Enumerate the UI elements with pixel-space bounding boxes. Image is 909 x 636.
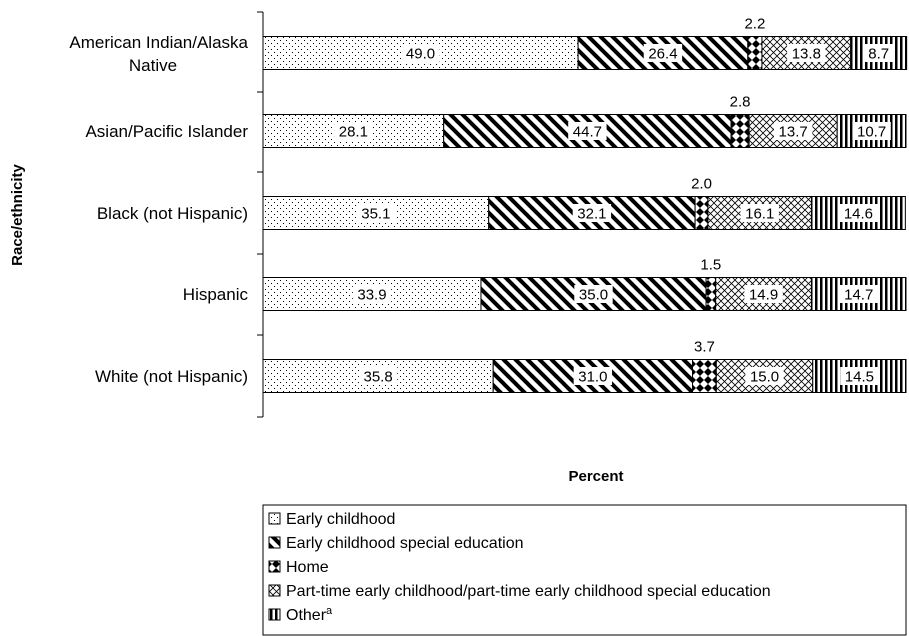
data-label: 3.7 — [694, 339, 715, 356]
category-label: White (not Hispanic) — [95, 367, 248, 386]
data-label: 14.9 — [749, 287, 778, 304]
data-label-bg — [787, 44, 826, 62]
data-label-bg — [352, 285, 392, 303]
data-label: 8.7 — [868, 46, 889, 63]
data-label-bg — [334, 122, 373, 140]
legend-label: Home — [286, 559, 329, 576]
legend: Early childhood Early childhood special e… — [262, 504, 907, 636]
data-label-bg — [568, 122, 607, 140]
data-label: 16.1 — [745, 206, 774, 223]
data-label-bg — [401, 44, 440, 62]
data-label: 10.7 — [857, 124, 886, 141]
data-label-bg — [643, 44, 683, 62]
data-label-bg — [573, 367, 613, 385]
data-label-bg — [840, 367, 879, 385]
data-label-bg — [574, 285, 613, 303]
data-label: 2.0 — [691, 176, 712, 193]
legend-label: Early childhood special education — [286, 535, 523, 552]
data-label: 35.8 — [363, 369, 392, 386]
data-label-bg — [572, 204, 612, 222]
bar-segment — [730, 114, 750, 148]
data-label-bg — [839, 285, 878, 303]
legend-box — [262, 504, 907, 636]
data-label: 35.1 — [361, 206, 390, 223]
category-label: Hispanic — [183, 285, 249, 304]
data-label: 35.0 — [579, 287, 608, 304]
legend-swatch — [268, 560, 281, 573]
data-label: 49.0 — [406, 46, 435, 63]
data-label: 33.9 — [357, 287, 386, 304]
legend-label: Othera — [286, 605, 333, 624]
data-label: 14.5 — [845, 369, 874, 386]
bar-segment — [692, 359, 717, 393]
data-label: 14.7 — [844, 287, 873, 304]
data-label-bg — [358, 367, 398, 385]
data-label-bg — [356, 204, 396, 222]
legend-label: Early childhood — [286, 511, 395, 528]
legend-superscript: a — [326, 605, 333, 617]
category-label: Asian/Pacific Islander — [85, 122, 248, 141]
data-label-bg — [740, 204, 779, 222]
labels-layer: 49.0 26.4 2.2 13.8 8.7 American Indian/Alaska… — [69, 16, 894, 386]
data-label: 2.8 — [730, 94, 751, 111]
bar-segment — [694, 196, 709, 230]
data-label: 15.0 — [750, 369, 779, 386]
y-axis — [257, 11, 264, 418]
legend-swatch — [268, 608, 281, 621]
data-label-bg — [773, 122, 813, 140]
category-label: American Indian/Alaska — [69, 33, 248, 52]
y-axis-title: Race/ethnicity — [9, 163, 26, 265]
data-label: 26.4 — [648, 46, 677, 63]
legend-label: Part-time early childhood/part-time earl… — [286, 583, 771, 600]
category-label: Black (not Hispanic) — [97, 204, 248, 223]
data-label: 2.2 — [744, 16, 765, 33]
legend-swatch — [268, 584, 281, 597]
x-axis-title: Percent — [568, 468, 623, 485]
data-label: 28.1 — [339, 124, 368, 141]
data-label-bg — [839, 204, 878, 222]
data-label: 32.1 — [577, 206, 606, 223]
data-label-bg — [852, 122, 891, 140]
data-label: 44.7 — [573, 124, 602, 141]
data-label: 14.6 — [844, 206, 873, 223]
data-label: 31.0 — [578, 369, 607, 386]
data-label: 13.8 — [792, 46, 821, 63]
category-label-line2: Native — [129, 56, 177, 75]
legend-swatch — [268, 512, 281, 525]
data-label-bg — [744, 285, 783, 303]
data-label-bg — [745, 367, 784, 385]
bar-segment — [705, 277, 717, 311]
bar-segment — [747, 36, 763, 70]
data-label: 1.5 — [700, 257, 721, 274]
data-label: 13.7 — [779, 124, 808, 141]
data-label-bg — [863, 44, 894, 62]
legend-swatch — [268, 536, 281, 549]
